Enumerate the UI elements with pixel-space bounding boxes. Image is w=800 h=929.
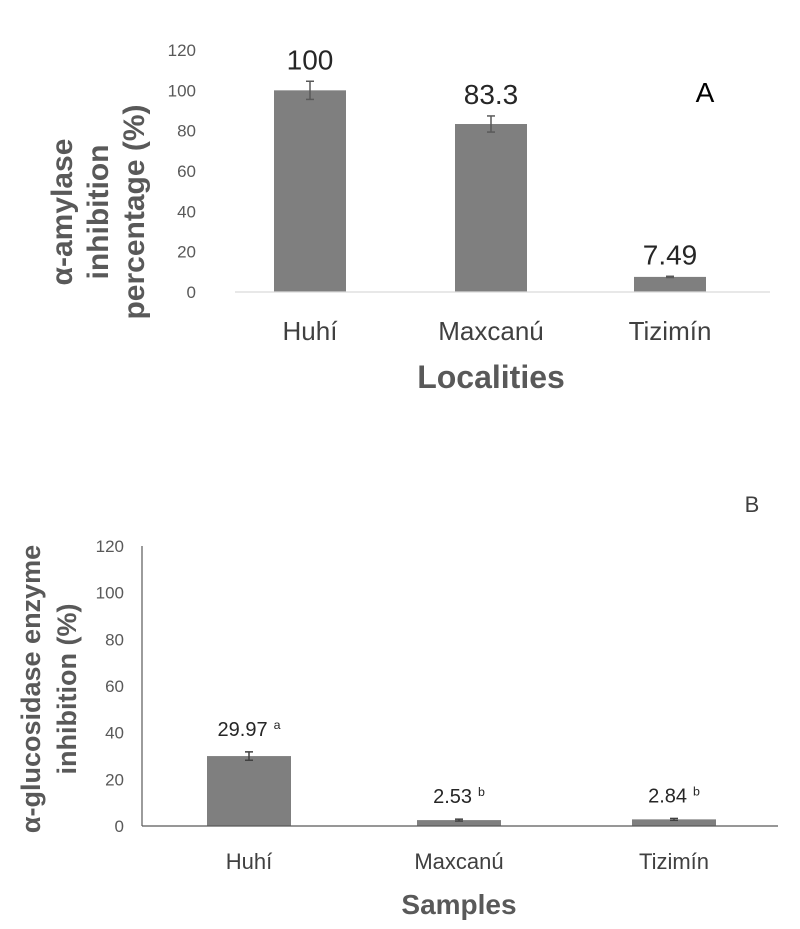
y-axis-title-line-1: α-glucosidase enzyme [16, 545, 46, 833]
bar-2 [455, 124, 527, 293]
category-label-2: Maxcanú [438, 316, 544, 346]
y-tick-label: 20 [105, 770, 124, 789]
bar-3 [634, 276, 706, 292]
data-label-2: 83.3 [464, 79, 519, 110]
category-label-3: Tizimín [639, 849, 709, 874]
y-tick-label: 60 [177, 162, 196, 181]
y-tick-label: 0 [115, 817, 124, 836]
significance-letter: a [274, 718, 281, 732]
panel-label: B [745, 492, 760, 517]
category-label-3: Tizimín [629, 316, 712, 346]
x-axis-title: Localities [417, 359, 565, 395]
y-tick-label: 80 [177, 122, 196, 141]
y-axis-title-line-1: α-amylase [46, 139, 79, 286]
y-tick-label: 120 [96, 537, 124, 556]
y-axis-title-line-3: percentage (%) [118, 104, 151, 319]
y-axis-title-line-2: inhibition (%) [52, 604, 82, 775]
bar-3 [632, 819, 716, 826]
data-label-1: 100 [287, 44, 334, 75]
y-tick-label: 60 [105, 677, 124, 696]
data-label-3: 7.49 [643, 239, 698, 270]
category-label-1: Huhí [283, 316, 339, 346]
panel-label: A [696, 77, 715, 108]
category-label-2: Maxcanú [414, 849, 503, 874]
y-tick-label: 80 [105, 630, 124, 649]
bar-1 [207, 756, 291, 826]
x-axis-title: Samples [401, 889, 516, 920]
bar-2 [417, 820, 501, 826]
data-label-2: 2.53 b [433, 785, 485, 808]
y-tick-label: 20 [177, 243, 196, 262]
significance-letter: b [478, 785, 485, 799]
data-label-1: 29.97 a [218, 718, 281, 741]
y-tick-label: 0 [187, 283, 196, 302]
category-label-1: Huhí [226, 849, 272, 874]
y-tick-label: 100 [168, 81, 196, 100]
bar-1 [274, 90, 346, 292]
chart-panel-b: 0 20 40 60 80 100 120 29.97 a Huhí 2.53 b Maxcanú 2.8… [16, 492, 778, 920]
y-tick-label: 40 [105, 724, 124, 743]
y-tick-label: 40 [177, 202, 196, 221]
significance-letter: b [693, 784, 700, 798]
y-tick-label: 100 [96, 584, 124, 603]
y-axis-title-line-2: inhibition [82, 145, 115, 280]
data-label-3: 2.84 b [648, 784, 700, 807]
chart-panel-a: 0 20 40 60 80 100 120 100 Huhí 83.3 Maxcanú 7.49 Tiz… [46, 41, 770, 395]
y-tick-label: 120 [168, 41, 196, 60]
